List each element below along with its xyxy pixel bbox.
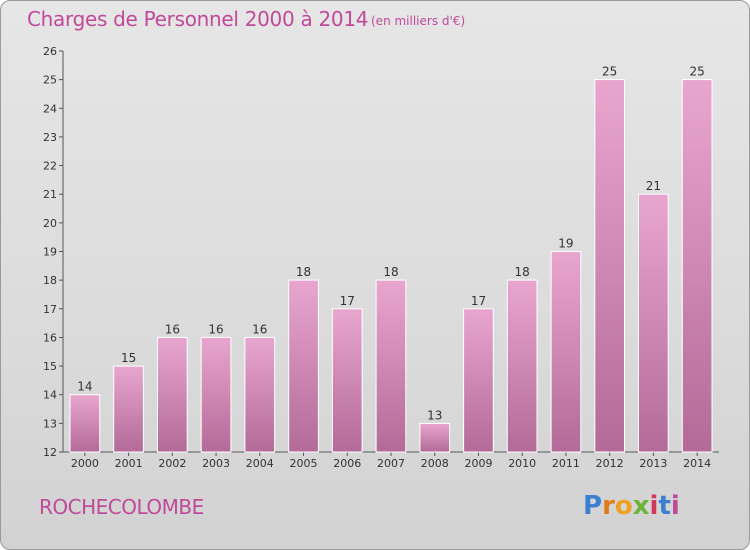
bar-2010 [506,279,538,453]
x-tick-label: 2010 [508,457,536,470]
bar-2011 [550,251,582,453]
y-tick-label: 13 [43,417,57,430]
bar-2002 [157,336,188,453]
bar-value-label: 16 [252,322,267,336]
bar-2007 [375,279,407,453]
logo-letter: i [649,491,659,521]
logo-letter: r [602,491,615,521]
bar-value-label: 16 [208,322,223,336]
y-tick-label: 22 [43,160,57,173]
x-tick-label: 2002 [158,457,186,470]
logo-letter: o [614,491,633,521]
bar-value-label: 18 [383,265,398,279]
x-tick-label: 2005 [290,457,318,470]
chart-title: Charges de Personnel 2000 à 2014 [27,7,369,31]
proxiti-logo: Proxiti [583,491,680,521]
bar-value-label: 18 [515,265,530,279]
y-tick-label: 16 [43,331,57,344]
x-tick-label: 2003 [202,457,230,470]
logo-letter: i [670,491,680,521]
bar-2000 [69,394,101,453]
bar-value-label: 14 [77,380,92,394]
bar-2001 [113,365,144,453]
bar-2008 [419,422,451,453]
bar-2003 [200,336,232,453]
y-tick-label: 23 [43,131,57,144]
x-tick-label: 2006 [333,457,361,470]
y-tick-label: 19 [43,246,57,259]
bar-2013 [638,193,669,453]
bar-value-label: 25 [602,65,617,79]
x-tick-label: 2014 [683,457,711,470]
bar-value-label: 13 [427,408,442,422]
y-tick-label: 26 [43,45,57,58]
y-tick-label: 21 [43,188,57,201]
bar-2012 [594,79,625,453]
x-tick-label: 2011 [552,457,580,470]
bar-2009 [463,308,494,453]
bar-value-label: 18 [296,265,311,279]
x-tick-label: 2004 [246,457,274,470]
logo-letter: P [583,491,603,521]
bar-value-label: 19 [558,237,573,251]
bar-value-label: 15 [121,351,136,365]
x-tick-label: 2007 [377,457,405,470]
y-tick-label: 20 [43,217,57,230]
y-tick-label: 17 [43,303,57,316]
y-tick-label: 18 [43,274,57,287]
bar-value-label: 21 [646,179,661,193]
x-tick-label: 2001 [115,457,143,470]
bar-2004 [244,336,276,453]
bar-value-label: 17 [471,294,486,308]
chart-subtitle: (en milliers d'€) [371,14,466,28]
bar-value-label: 17 [340,294,355,308]
y-tick-label: 15 [43,360,57,373]
bar-2005 [288,279,319,453]
commune-name: ROCHECOLOMBE [39,495,204,519]
bar-2006 [331,308,363,453]
bar-value-label: 25 [689,65,704,79]
bar-2014 [681,79,713,453]
logo-letter: t [658,491,671,521]
y-tick-label: 24 [43,102,57,115]
y-tick-label: 12 [43,446,57,459]
x-tick-label: 2012 [596,457,624,470]
x-tick-label: 2008 [421,457,449,470]
y-tick-label: 25 [43,74,57,87]
logo-letter: x [632,491,650,521]
bar-value-label: 16 [165,322,180,336]
x-tick-label: 2000 [71,457,99,470]
x-tick-label: 2013 [639,457,667,470]
y-tick-label: 14 [43,389,57,402]
x-tick-label: 2009 [464,457,492,470]
